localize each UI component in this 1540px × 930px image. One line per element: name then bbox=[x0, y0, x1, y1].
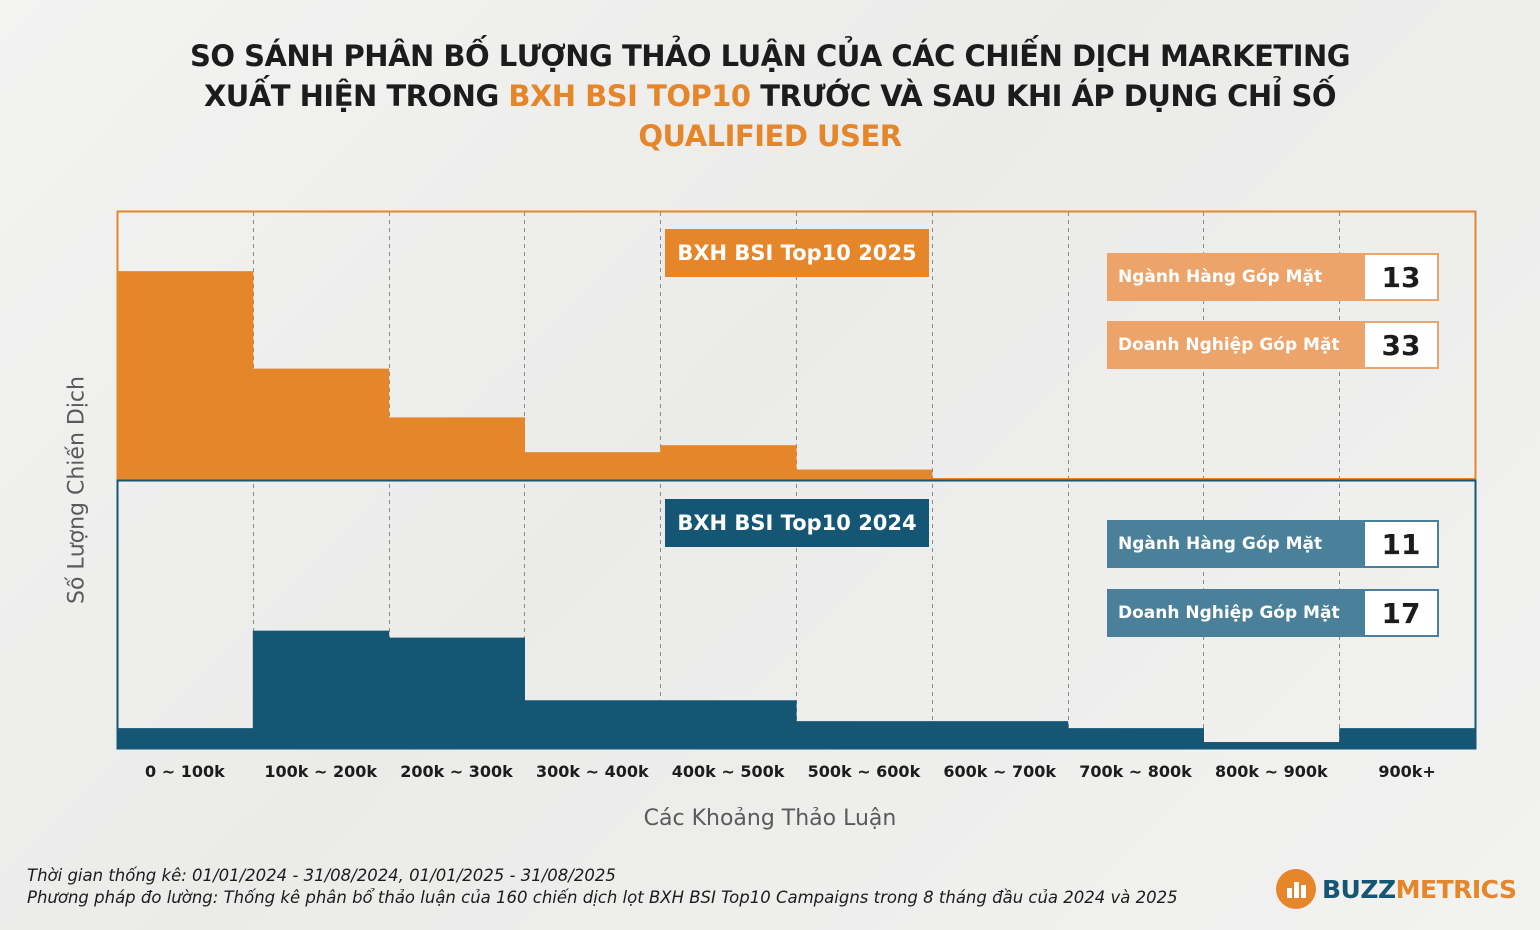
stat-industries-2024: Ngành Hàng Góp Mặt 11 bbox=[1107, 520, 1439, 568]
x-tick-label: 100k ~ 200k bbox=[264, 762, 377, 781]
stat-businesses-2024: Doanh Nghiệp Góp Mặt 17 bbox=[1107, 589, 1439, 637]
x-tick-label: 900k+ bbox=[1378, 762, 1435, 781]
bar-2025-4 bbox=[660, 445, 797, 480]
series-2024-bars bbox=[117, 630, 1476, 749]
footnote-method: Phương pháp đo lường: Thống kê phân bổ t… bbox=[27, 888, 1178, 907]
bar-2024-1 bbox=[252, 630, 390, 749]
legend-badge-2024: BXH BSI Top10 2024 bbox=[665, 499, 929, 547]
x-tick-label: 500k ~ 600k bbox=[808, 762, 921, 781]
stat-label: Ngành Hàng Góp Mặt bbox=[1107, 520, 1365, 568]
x-tick-label: 400k ~ 500k bbox=[672, 762, 785, 781]
stat-label: Doanh Nghiệp Góp Mặt bbox=[1107, 589, 1365, 637]
bar-2024-5 bbox=[796, 721, 933, 749]
stat-value: 13 bbox=[1365, 253, 1439, 301]
logo-text: BUZZMETRICS bbox=[1322, 875, 1517, 904]
bar-2024-7 bbox=[1067, 728, 1204, 749]
bar-2024-2 bbox=[388, 637, 525, 749]
bar-2025-1 bbox=[252, 368, 390, 480]
title-line-1: SO SÁNH PHÂN BỐ LƯỢNG THẢO LUẬN CỦA CÁC … bbox=[189, 39, 1351, 73]
bar-2024-3 bbox=[524, 700, 661, 749]
footnote-period: Thời gian thống kê: 01/01/2024 - 31/08/2… bbox=[27, 866, 616, 885]
buzzmetrics-logo: BUZZMETRICS bbox=[1276, 866, 1517, 912]
y-axis-label: Số Lượng Chiến Dịch bbox=[64, 376, 90, 604]
bar-2024-9 bbox=[1339, 728, 1476, 749]
stat-industries-2025: Ngành Hàng Góp Mặt 13 bbox=[1107, 253, 1439, 301]
stat-label: Ngành Hàng Góp Mặt bbox=[1107, 253, 1365, 301]
series-2025-bars bbox=[117, 271, 1476, 480]
stat-value: 33 bbox=[1365, 321, 1439, 369]
stat-value: 11 bbox=[1365, 520, 1439, 568]
panel-2024-frame bbox=[116, 479, 1477, 750]
legend-badge-2025: BXH BSI Top10 2025 bbox=[665, 229, 929, 277]
title-highlight-bsi: BXH BSI TOP10 bbox=[508, 79, 751, 113]
title-highlight-qualified-user: QUALIFIED USER bbox=[638, 119, 902, 153]
bar-chart-bubble-icon bbox=[1276, 869, 1316, 909]
title-line-2-pre: XUẤT HIỆN TRONG bbox=[203, 79, 509, 113]
bar-2025-2 bbox=[388, 417, 525, 480]
title-line-2: XUẤT HIỆN TRONG BXH BSI TOP10 TRƯỚC VÀ S… bbox=[0, 76, 1540, 116]
x-tick-labels: 0 ~ 100k 100k ~ 200k 200k ~ 300k 300k ~ 400… bbox=[145, 762, 1436, 781]
logo-text-metrics: METRICS bbox=[1395, 874, 1517, 904]
stat-value: 17 bbox=[1365, 589, 1439, 637]
x-axis-label: Các Khoảng Thảo Luận bbox=[643, 806, 897, 831]
x-tick-label: 200k ~ 300k bbox=[400, 762, 513, 781]
bar-2025-3 bbox=[524, 452, 661, 480]
bar-2025-0 bbox=[117, 271, 254, 480]
stat-businesses-2025: Doanh Nghiệp Góp Mặt 33 bbox=[1107, 321, 1439, 369]
logo-text-buzz: BUZZ bbox=[1322, 874, 1396, 904]
bar-2024-8 bbox=[1203, 742, 1340, 749]
x-tick-label: 800k ~ 900k bbox=[1215, 762, 1328, 781]
bar-2025-5 bbox=[796, 469, 933, 480]
bar-2024-0 bbox=[117, 728, 254, 749]
x-tick-label: 700k ~ 800k bbox=[1079, 762, 1192, 781]
x-tick-label: 600k ~ 700k bbox=[943, 762, 1056, 781]
bar-2024-6 bbox=[931, 721, 1069, 749]
bar-2024-4 bbox=[660, 700, 797, 749]
title-line-2-post: TRƯỚC VÀ SAU KHI ÁP DỤNG CHỈ SỐ bbox=[750, 79, 1337, 113]
x-tick-label: 0 ~ 100k bbox=[145, 762, 225, 781]
x-tick-label: 300k ~ 400k bbox=[536, 762, 649, 781]
chart-title: SO SÁNH PHÂN BỐ LƯỢNG THẢO LUẬN CỦA CÁC … bbox=[0, 36, 1540, 156]
stat-label: Doanh Nghiệp Góp Mặt bbox=[1107, 321, 1365, 369]
